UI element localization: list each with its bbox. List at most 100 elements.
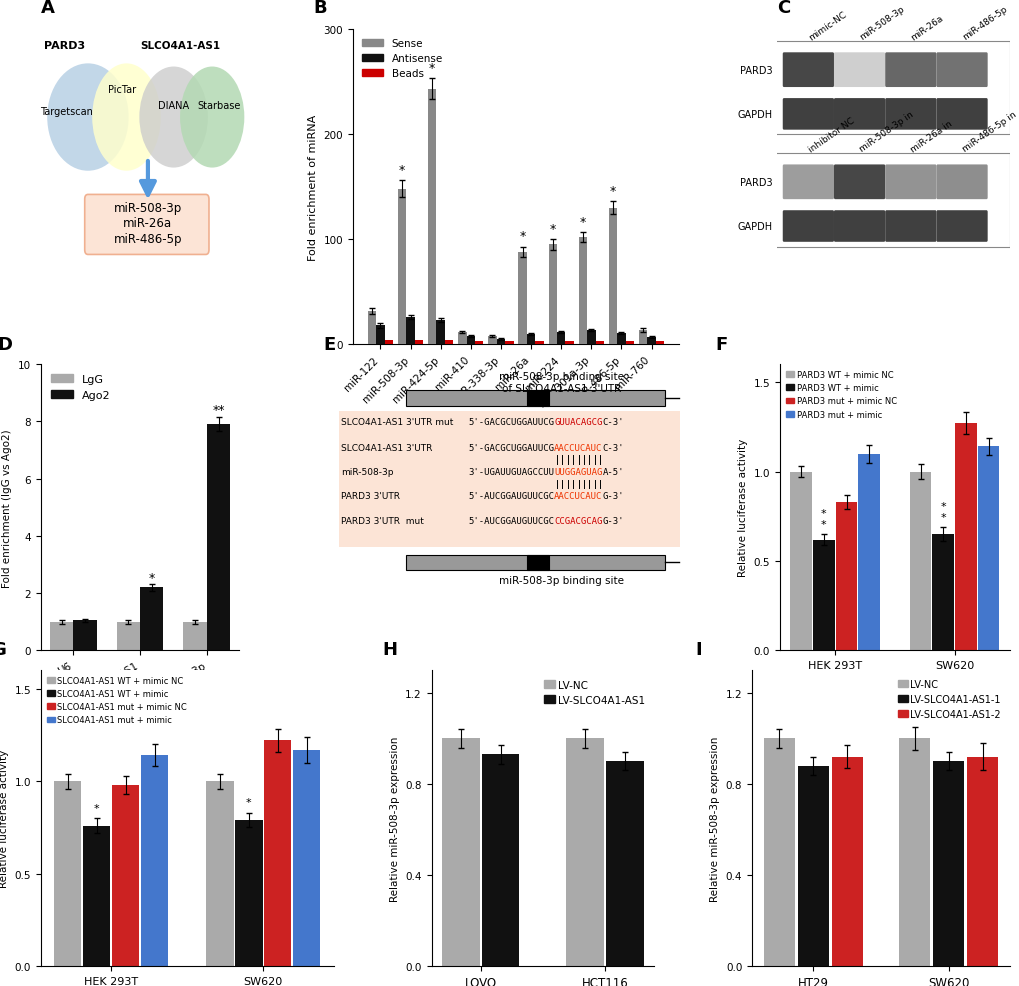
- Bar: [50, 622, 73, 651]
- Text: PARD3 3'UTR  mut: PARD3 3'UTR mut: [340, 516, 423, 526]
- Bar: [441, 739, 479, 966]
- Text: miR-486-5p: miR-486-5p: [113, 233, 182, 246]
- Text: A: A: [41, 0, 55, 17]
- Text: miR-508-3p: miR-508-3p: [340, 467, 392, 476]
- Text: AACCUCAUC: AACCUCAUC: [553, 444, 602, 453]
- FancyBboxPatch shape: [406, 555, 664, 571]
- Bar: [73, 621, 97, 651]
- Text: *: *: [549, 223, 555, 236]
- Bar: [954, 424, 976, 651]
- Text: **: **: [212, 403, 224, 416]
- Legend: LV-NC, LV-SLCO4A1-AS1: LV-NC, LV-SLCO4A1-AS1: [539, 675, 648, 709]
- Bar: [616, 333, 625, 345]
- FancyBboxPatch shape: [782, 99, 834, 130]
- Bar: [466, 336, 475, 345]
- Bar: [909, 472, 930, 651]
- Text: miR-26a: miR-26a: [123, 217, 172, 230]
- Text: C-3': C-3': [602, 417, 624, 427]
- Bar: [116, 622, 140, 651]
- Text: miR-486-5p: miR-486-5p: [960, 5, 1008, 42]
- Text: miR-508-3p binding site: miR-508-3p binding site: [498, 575, 624, 585]
- Text: 5'-GACGCUGGAUUCG: 5'-GACGCUGGAUUCG: [468, 417, 553, 427]
- Text: *: *: [940, 502, 945, 512]
- Text: *: *: [820, 509, 825, 519]
- Ellipse shape: [47, 64, 128, 172]
- Bar: [496, 340, 504, 345]
- Bar: [504, 342, 514, 345]
- Bar: [535, 342, 543, 345]
- Bar: [384, 341, 392, 345]
- Text: F: F: [715, 335, 728, 353]
- Bar: [83, 826, 110, 966]
- Text: miR-486-5p in: miR-486-5p in: [960, 110, 1017, 154]
- Text: PARD3: PARD3: [44, 40, 85, 50]
- Text: *: *: [429, 62, 435, 75]
- Bar: [54, 781, 82, 966]
- Text: AACCUCAUC: AACCUCAUC: [553, 492, 602, 501]
- FancyBboxPatch shape: [884, 211, 935, 243]
- Text: GUUACAGCG: GUUACAGCG: [553, 417, 602, 427]
- Text: *: *: [246, 798, 252, 808]
- Bar: [376, 326, 384, 345]
- Y-axis label: Fold enrichment (IgG vs Ago2): Fold enrichment (IgG vs Ago2): [2, 429, 12, 587]
- Bar: [835, 503, 856, 651]
- Text: UUGGAGUAG: UUGGAGUAG: [553, 467, 602, 476]
- Bar: [207, 425, 230, 651]
- FancyBboxPatch shape: [935, 53, 986, 88]
- Ellipse shape: [140, 67, 208, 169]
- Bar: [183, 622, 207, 651]
- Bar: [932, 761, 963, 966]
- Text: A-5': A-5': [602, 467, 624, 476]
- Bar: [206, 781, 233, 966]
- Text: miR-508-3p in: miR-508-3p in: [857, 110, 915, 154]
- Ellipse shape: [92, 64, 161, 172]
- Bar: [141, 755, 168, 966]
- Y-axis label: Relative miR-508-3p expression: Relative miR-508-3p expression: [709, 736, 719, 901]
- Bar: [647, 338, 655, 345]
- Ellipse shape: [180, 67, 245, 169]
- Bar: [436, 320, 444, 345]
- Text: DIANA: DIANA: [158, 101, 189, 110]
- Text: SLCO4A1-AS1: SLCO4A1-AS1: [140, 40, 220, 50]
- Text: *: *: [149, 571, 155, 584]
- FancyBboxPatch shape: [935, 166, 986, 200]
- Bar: [140, 588, 163, 651]
- Text: of SLCO4A1-AS1 3'UTR: of SLCO4A1-AS1 3'UTR: [501, 384, 621, 393]
- Text: miR-26a in: miR-26a in: [909, 119, 954, 154]
- FancyBboxPatch shape: [527, 390, 549, 406]
- FancyBboxPatch shape: [884, 166, 935, 200]
- Legend: Sense, Antisense, Beads: Sense, Antisense, Beads: [358, 35, 446, 84]
- Bar: [406, 317, 415, 345]
- Text: D: D: [0, 335, 12, 353]
- Bar: [812, 540, 834, 651]
- Bar: [966, 757, 998, 966]
- Bar: [397, 189, 406, 345]
- Text: 5'-GACGCUGGAUUCG: 5'-GACGCUGGAUUCG: [468, 444, 553, 453]
- Text: Starbase: Starbase: [197, 101, 240, 110]
- Bar: [931, 534, 953, 651]
- Bar: [458, 332, 466, 345]
- Legend: SLCO4A1-AS1 WT + mimic NC, SLCO4A1-AS1 WT + mimic, SLCO4A1-AS1 mut + mimic NC, S: SLCO4A1-AS1 WT + mimic NC, SLCO4A1-AS1 W…: [45, 674, 189, 727]
- FancyBboxPatch shape: [338, 412, 680, 548]
- Bar: [526, 334, 535, 345]
- Bar: [235, 820, 262, 966]
- Text: *: *: [519, 230, 525, 244]
- Text: *: *: [579, 215, 585, 229]
- Text: *: *: [820, 520, 825, 529]
- Text: inhibitor NC: inhibitor NC: [806, 116, 855, 154]
- FancyBboxPatch shape: [935, 211, 986, 243]
- Text: CCGACGCAG: CCGACGCAG: [553, 516, 602, 526]
- Bar: [368, 312, 376, 345]
- Bar: [488, 336, 496, 345]
- Bar: [578, 238, 587, 345]
- Bar: [518, 252, 526, 345]
- Text: PARD3 3'UTR: PARD3 3'UTR: [340, 492, 399, 501]
- Text: miR-508-3p: miR-508-3p: [114, 201, 181, 214]
- Bar: [595, 342, 603, 345]
- Y-axis label: Relative luciferase activity: Relative luciferase activity: [0, 749, 9, 887]
- Text: SLCO4A1-AS1 3'UTR mut: SLCO4A1-AS1 3'UTR mut: [340, 417, 452, 427]
- Bar: [565, 342, 574, 345]
- Legend: LV-NC, LV-SLCO4A1-AS1-1, LV-SLCO4A1-AS1-2: LV-NC, LV-SLCO4A1-AS1-1, LV-SLCO4A1-AS1-…: [893, 675, 1004, 723]
- Bar: [264, 740, 291, 966]
- Bar: [655, 342, 663, 345]
